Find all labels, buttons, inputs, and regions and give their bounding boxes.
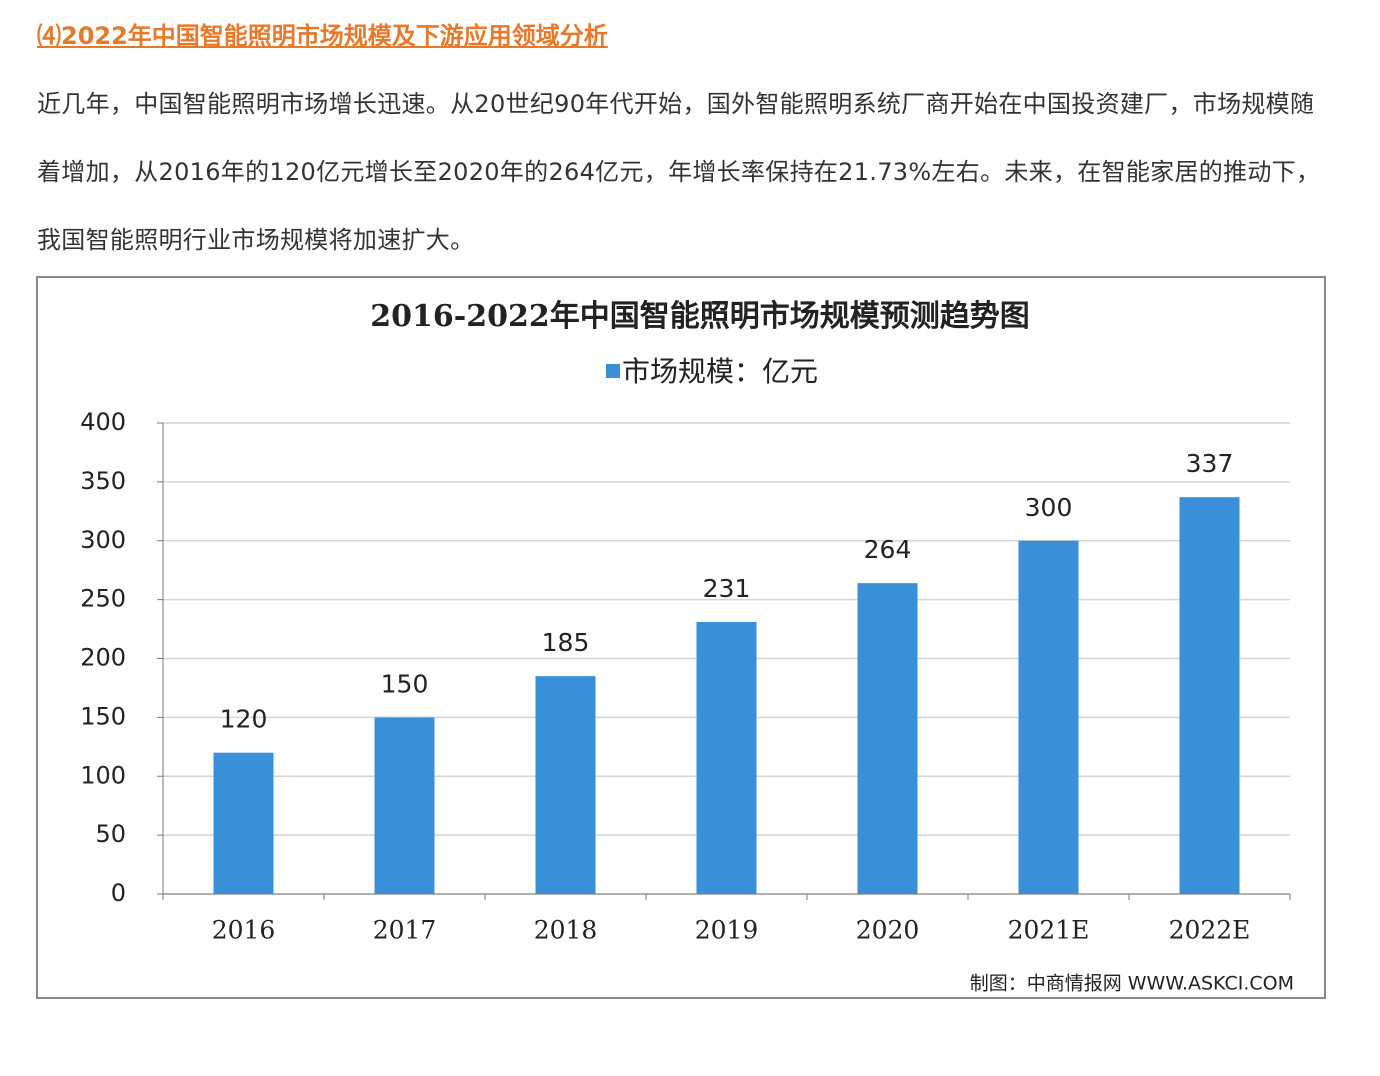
- y-tick-label: 350: [80, 467, 126, 495]
- y-tick-label: 100: [80, 761, 126, 789]
- source: 制图：中商情报网 WWW.ASKCI.COM: [970, 973, 1294, 995]
- data-label: 185: [542, 628, 590, 657]
- bar: [857, 583, 918, 894]
- bar: [696, 621, 757, 894]
- x-tick-label: 2021E: [1008, 916, 1090, 945]
- y-tick-label: 50: [95, 820, 126, 848]
- legend-label: 市场规模：亿元: [622, 355, 818, 388]
- bar: [1018, 540, 1079, 894]
- chart-title: 2016-2022年中国智能照明市场规模预测趋势图: [370, 299, 1029, 334]
- heading: ⑷2022年中国智能照明市场规模及下游应用领域分析: [37, 22, 608, 50]
- bar: [535, 676, 596, 894]
- x-tick-label: 2017: [373, 916, 437, 945]
- data-label: 231: [703, 574, 751, 603]
- paragraph: 近几年，中国智能照明市场增长迅速。从20世纪90年代开始，国外智能照明系统厂商开…: [37, 90, 1321, 254]
- data-label: 300: [1025, 493, 1073, 522]
- y-tick-label: 150: [80, 702, 126, 730]
- x-tick-label: 2016: [212, 916, 276, 945]
- bar: [374, 717, 435, 894]
- x-tick-label: 2018: [534, 916, 598, 945]
- data-label: 337: [1186, 449, 1234, 478]
- y-tick-label: 250: [80, 585, 126, 613]
- x-tick-label: 2020: [856, 916, 920, 945]
- y-tick-label: 400: [80, 408, 126, 436]
- data-label: 120: [220, 705, 268, 734]
- data-label: 264: [864, 535, 912, 564]
- y-tick-label: 0: [111, 879, 126, 907]
- bar: [213, 752, 274, 894]
- bar: [1179, 497, 1240, 894]
- legend-swatch: [606, 364, 620, 378]
- data-label: 150: [381, 669, 429, 698]
- y-tick-label: 300: [80, 526, 126, 554]
- x-tick-label: 2019: [695, 916, 759, 945]
- y-tick-label: 200: [80, 644, 126, 672]
- x-tick-label: 2022E: [1169, 916, 1251, 945]
